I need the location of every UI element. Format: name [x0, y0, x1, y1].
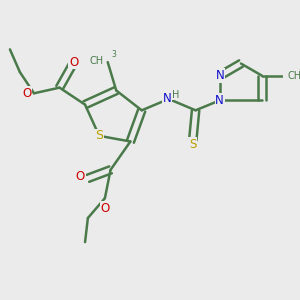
- Text: S: S: [189, 138, 196, 151]
- Text: H: H: [172, 90, 179, 100]
- Text: N: N: [216, 69, 224, 82]
- Text: O: O: [22, 87, 31, 100]
- Text: 3: 3: [112, 50, 116, 59]
- Text: O: O: [69, 56, 78, 69]
- Text: CH: CH: [89, 56, 103, 66]
- Text: S: S: [95, 129, 103, 142]
- Text: N: N: [163, 92, 172, 106]
- Text: 3: 3: [298, 69, 300, 78]
- Text: O: O: [76, 170, 85, 183]
- Text: O: O: [100, 202, 110, 214]
- Text: CH: CH: [287, 70, 300, 81]
- Text: N: N: [215, 94, 224, 107]
